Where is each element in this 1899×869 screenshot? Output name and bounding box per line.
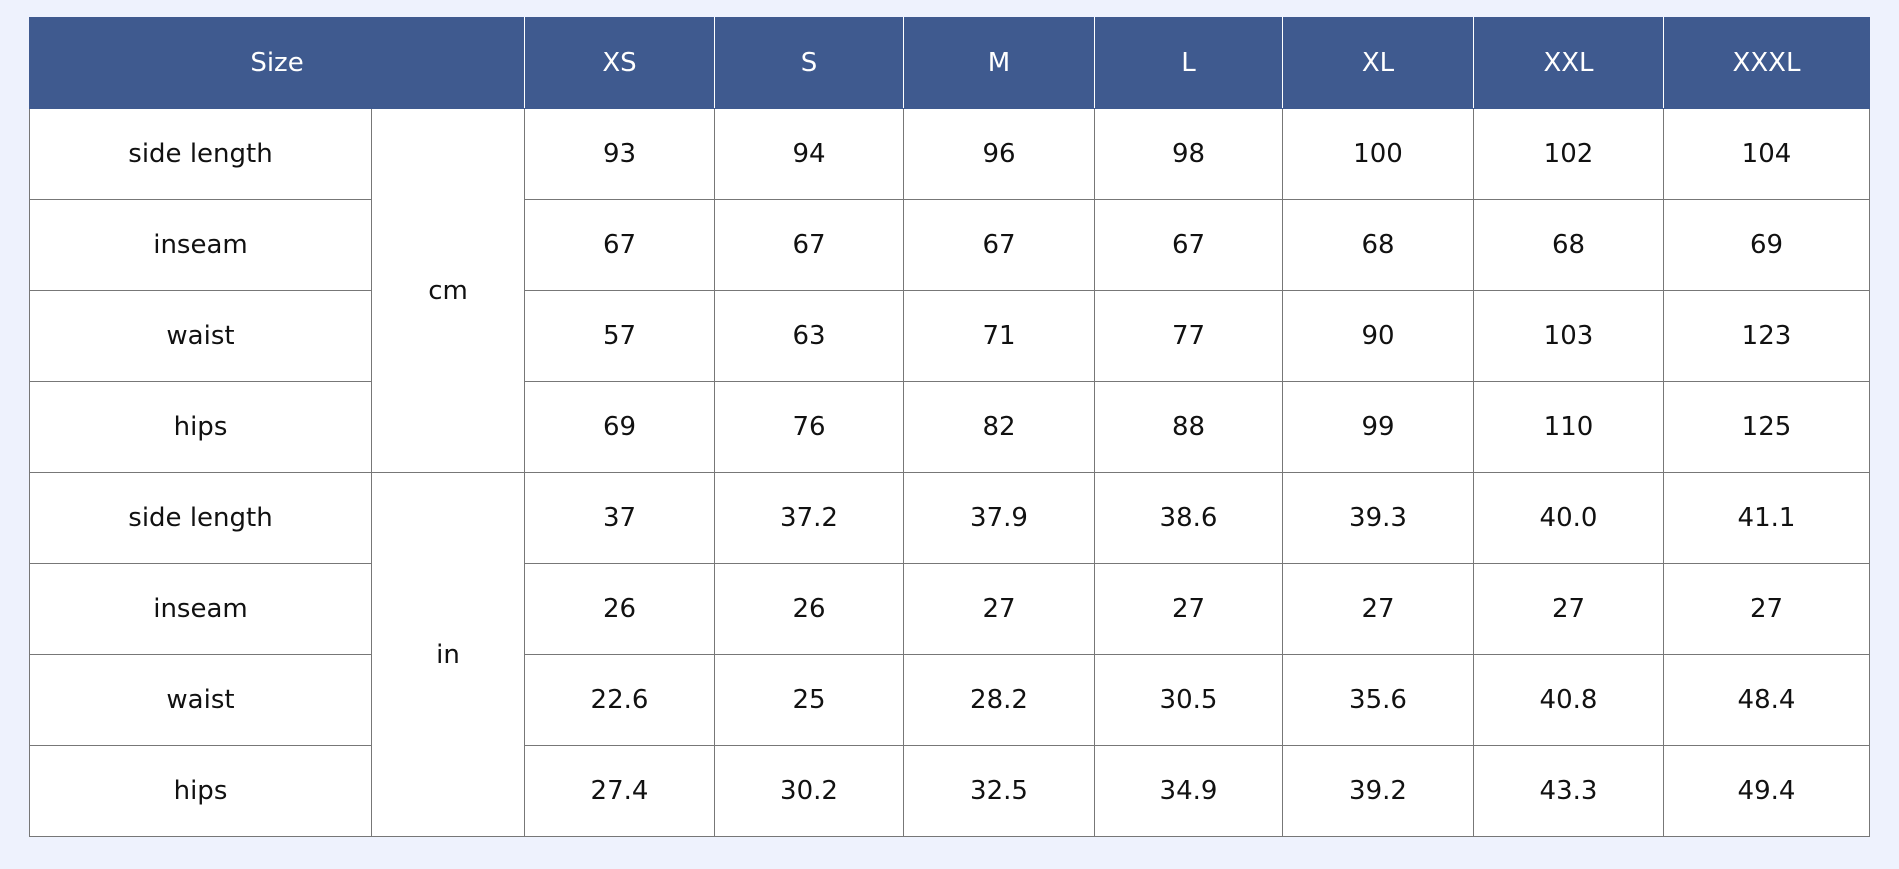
measure-value: 125: [1663, 381, 1870, 473]
measure-value: 67: [903, 199, 1095, 291]
measure-value: 68: [1282, 199, 1474, 291]
measure-value: 49.4: [1663, 745, 1870, 837]
measure-value: 32.5: [903, 745, 1095, 837]
measure-value: 41.1: [1663, 472, 1870, 564]
measure-value: 71: [903, 290, 1095, 382]
measure-value: 22.6: [524, 654, 715, 746]
header-size-label: Size: [29, 17, 525, 109]
header-size: XL: [1282, 17, 1474, 109]
measure-value: 30.2: [714, 745, 904, 837]
measure-value: 35.6: [1282, 654, 1474, 746]
measure-label: inseam: [29, 199, 372, 291]
measure-value: 102: [1473, 108, 1664, 200]
measure-label: waist: [29, 290, 372, 382]
measure-value: 69: [1663, 199, 1870, 291]
measure-label: hips: [29, 381, 372, 473]
measure-value: 94: [714, 108, 904, 200]
measure-value: 110: [1473, 381, 1664, 473]
size-table: Size XS S M L XL XXL XXXL side length cm 93 94 96 98…: [29, 17, 1870, 837]
measure-value: 37.2: [714, 472, 904, 564]
measure-label: side length: [29, 472, 372, 564]
measure-value: 90: [1282, 290, 1474, 382]
header-size: XXXL: [1663, 17, 1870, 109]
measure-value: 26: [524, 563, 715, 655]
measure-value: 82: [903, 381, 1095, 473]
measure-value: 48.4: [1663, 654, 1870, 746]
measure-value: 28.2: [903, 654, 1095, 746]
measure-value: 67: [524, 199, 715, 291]
measure-value: 57: [524, 290, 715, 382]
table-row: hips 69 76 82 88 99 110 125: [29, 381, 1870, 473]
measure-value: 30.5: [1094, 654, 1283, 746]
measure-value: 76: [714, 381, 904, 473]
table-row: waist 22.6 25 28.2 30.5 35.6 40.8 48.4: [29, 654, 1870, 746]
measure-value: 37: [524, 472, 715, 564]
measure-value: 69: [524, 381, 715, 473]
header-size: M: [903, 17, 1095, 109]
table-row: hips 27.4 30.2 32.5 34.9 39.2 43.3 49.4: [29, 745, 1870, 837]
header-row: Size XS S M L XL XXL XXXL: [29, 17, 1870, 109]
measure-value: 27: [1282, 563, 1474, 655]
measure-label: hips: [29, 745, 372, 837]
measure-value: 37.9: [903, 472, 1095, 564]
unit-label: in: [371, 472, 525, 837]
measure-value: 39.2: [1282, 745, 1474, 837]
unit-label: cm: [371, 108, 525, 473]
header-size: L: [1094, 17, 1283, 109]
measure-value: 25: [714, 654, 904, 746]
measure-value: 34.9: [1094, 745, 1283, 837]
measure-value: 77: [1094, 290, 1283, 382]
measure-value: 63: [714, 290, 904, 382]
table-row: side length in 37 37.2 37.9 38.6 39.3 40.0 41.1: [29, 472, 1870, 837]
measure-value: 67: [1094, 199, 1283, 291]
table-header: Size XS S M L XL XXL XXXL: [29, 17, 1870, 109]
measure-value: 103: [1473, 290, 1664, 382]
measure-label: side length: [29, 108, 372, 200]
measure-value: 67: [714, 199, 904, 291]
measure-value: 100: [1282, 108, 1474, 200]
measure-value: 123: [1663, 290, 1870, 382]
measure-value: 27: [1473, 563, 1664, 655]
measure-value: 27: [903, 563, 1095, 655]
header-size: XXL: [1473, 17, 1664, 109]
measure-value: 39.3: [1282, 472, 1474, 564]
measure-value: 68: [1473, 199, 1664, 291]
measure-label: inseam: [29, 563, 372, 655]
measure-value: 27.4: [524, 745, 715, 837]
table-row: waist 57 63 71 77 90 103 123: [29, 290, 1870, 382]
measure-value: 40.8: [1473, 654, 1664, 746]
measure-value: 40.0: [1473, 472, 1664, 564]
measure-value: 88: [1094, 381, 1283, 473]
table-row: inseam 26 26 27 27 27 27 27: [29, 563, 1870, 655]
measure-value: 43.3: [1473, 745, 1664, 837]
measure-value: 98: [1094, 108, 1283, 200]
measure-value: 38.6: [1094, 472, 1283, 564]
header-size: XS: [524, 17, 715, 109]
measure-value: 27: [1663, 563, 1870, 655]
measure-value: 104: [1663, 108, 1870, 200]
table-row: inseam 67 67 67 67 68 68 69: [29, 199, 1870, 291]
measure-value: 27: [1094, 563, 1283, 655]
table-row: side length cm 93 94 96 98 100 102 104: [29, 108, 1870, 473]
measure-value: 96: [903, 108, 1095, 200]
header-size: S: [714, 17, 904, 109]
table-body: side length cm 93 94 96 98 100 102 104 inseam 67 67…: [29, 108, 1870, 837]
measure-value: 26: [714, 563, 904, 655]
measure-label: waist: [29, 654, 372, 746]
measure-value: 93: [524, 108, 715, 200]
measure-value: 99: [1282, 381, 1474, 473]
